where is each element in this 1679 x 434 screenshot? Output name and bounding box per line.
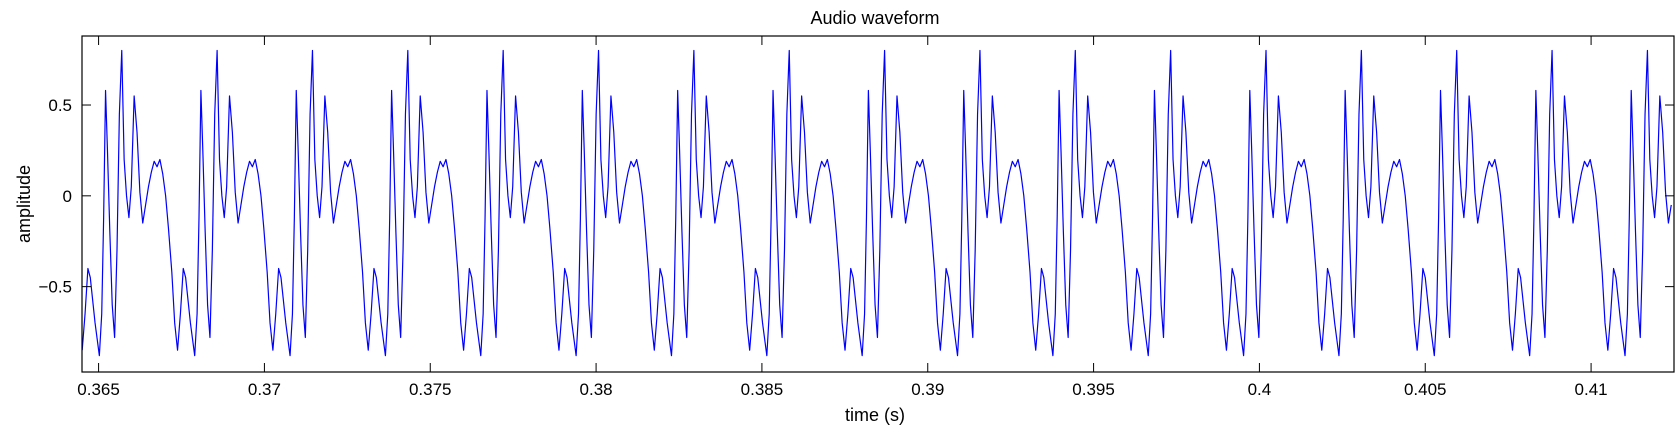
x-tick-label: 0.385 (741, 380, 784, 399)
x-tick-label: 0.4 (1248, 380, 1272, 399)
x-tick-label: 0.395 (1072, 380, 1115, 399)
x-tick-label: 0.365 (77, 380, 120, 399)
x-tick-label: 0.375 (409, 380, 452, 399)
chart-title: Audio waveform (810, 8, 939, 28)
x-tick-label: 0.37 (248, 380, 281, 399)
waveform-line (82, 49, 1672, 357)
plot-frame (81, 35, 1675, 373)
x-tick-label: 0.41 (1575, 380, 1608, 399)
y-axis-title: amplitude (14, 165, 34, 243)
y-tick-label: 0.5 (48, 96, 72, 115)
x-tick-label: 0.39 (911, 380, 944, 399)
x-axis-title: time (s) (845, 405, 905, 425)
x-tick-label: 0.405 (1404, 380, 1447, 399)
y-tick-label: −0.5 (38, 278, 72, 297)
y-tick-label: 0 (63, 187, 72, 206)
x-tick-label: 0.38 (580, 380, 613, 399)
plot-area: 0.365 0.37 0.375 0.38 0.385 0.39 0.395 0.4 0.405… (38, 35, 1675, 399)
